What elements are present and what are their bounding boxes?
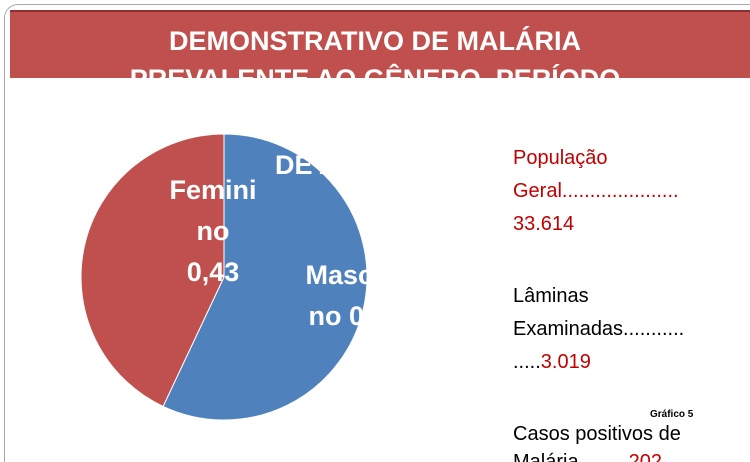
info-value: 33.614 <box>513 213 575 235</box>
info-value: 202 <box>628 451 662 462</box>
info-dots: Malária......... <box>513 451 629 462</box>
info-label: População <box>513 147 608 169</box>
caption: Gráfico 5 <box>650 409 694 420</box>
title-line: PREVALENTE AO GÊNERO, PERÍODO <box>10 64 740 78</box>
info-label: Casos positivos de <box>513 423 681 445</box>
pie-slice <box>80 133 225 408</box>
value-label: 0,43 <box>186 257 240 287</box>
info-panel: População Geral..................... 33.… <box>370 128 750 462</box>
title-line: DE A <box>275 150 339 180</box>
frame <box>4 4 750 462</box>
info-dots: Examinadas........... <box>513 318 685 340</box>
pie-slice <box>162 133 368 421</box>
category-label: Feminino <box>169 175 257 246</box>
info-dots: Geral..................... <box>513 180 679 202</box>
info-label: Lâminas <box>513 285 589 307</box>
title-line: DEMONSTRATIVO DE MALÁRIA <box>169 26 581 56</box>
info-value: 3.019 <box>540 351 591 373</box>
slice-label: Feminino 0,43 <box>148 170 278 293</box>
title-banner: DEMONSTRATIVO DE MALÁRIA PREVALENTE AO G… <box>10 10 750 78</box>
info-dots: ..... <box>513 351 541 373</box>
